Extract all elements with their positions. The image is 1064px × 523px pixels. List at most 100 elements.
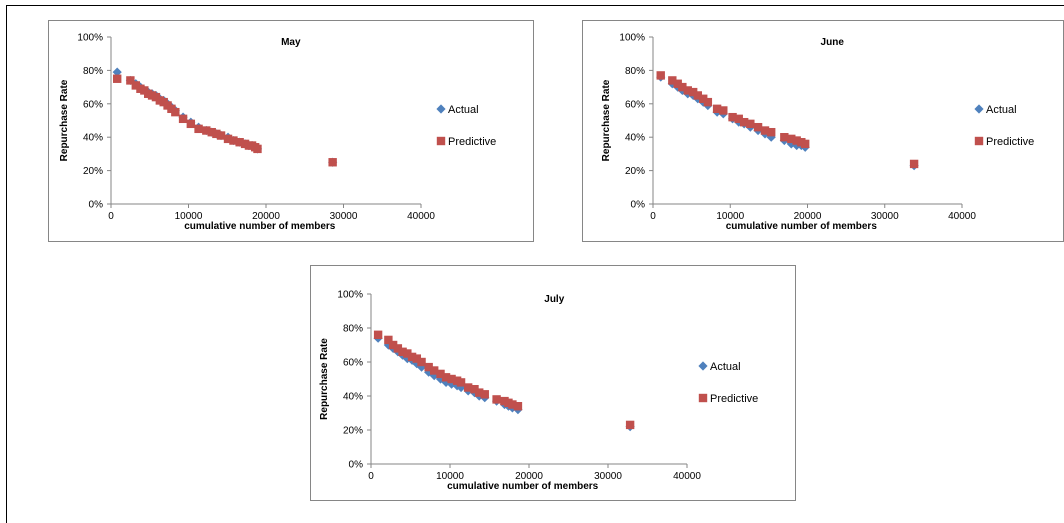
y-axis-label: Repurchase Rate (601, 79, 612, 161)
predictive-point (668, 76, 677, 85)
y-tick-label: 100% (337, 290, 363, 301)
legend-predictive-marker (698, 393, 708, 403)
predictive-point (384, 335, 393, 345)
chart-may: 0% 20% 40% 60% 80% 100% 0 10000 20000 30000 40000 M… (48, 20, 534, 242)
predictive-point (207, 127, 216, 137)
y-tick-label: 80% (343, 324, 363, 335)
predictive-point (800, 139, 810, 149)
predictive-point (403, 349, 412, 358)
y-tick-label: 40% (83, 133, 103, 144)
predictive-point (235, 138, 244, 147)
y-tick-label: 60% (343, 358, 363, 369)
predictive-point (398, 347, 407, 356)
page-frame (6, 5, 1064, 523)
chart-june: 0% 20% 40% 60% 80% 100% 0 10000 20000 30000 40000 J… (582, 20, 1064, 242)
predictive-point (625, 420, 635, 430)
predictive-point (424, 362, 433, 372)
y-axis-label: Repurchase Rate (319, 338, 330, 420)
legend-actual-label: Actual (448, 104, 479, 116)
y-tick-label: 20% (625, 166, 645, 177)
x-tick-label: 40000 (407, 211, 435, 222)
legend-actual-label: Actual (986, 104, 1017, 116)
legend-predictive-label: Predictive (710, 393, 758, 405)
legend-predictive-label: Predictive (448, 136, 496, 148)
predictive-point (253, 144, 262, 154)
predictive-point (388, 340, 398, 350)
chart-svg: 0% 20% 40% 60% 80% 100% 0 10000 20000 30000 40000 J… (601, 33, 1034, 233)
y-axis-label: Repurchase Rate (59, 79, 70, 161)
predictive-point (760, 126, 770, 135)
x-tick-label: 10000 (436, 471, 464, 482)
predictive-point (678, 82, 687, 92)
predictive-point (186, 119, 196, 129)
chart-title: May (281, 37, 301, 48)
predictive-point (113, 74, 122, 83)
predictive-point (412, 354, 422, 363)
y-tick-label: 80% (83, 66, 103, 77)
predictive-point (693, 91, 703, 100)
x-tick-label: 0 (108, 211, 114, 222)
predictive-point (909, 159, 919, 169)
predictive-point (480, 390, 489, 399)
predictive-point (223, 134, 233, 144)
y-tick-label: 20% (83, 166, 103, 177)
y-tick-label: 0% (631, 200, 646, 211)
y-tick-label: 20% (343, 426, 363, 437)
predictive-point (212, 129, 221, 139)
predictive-point (178, 114, 188, 124)
predictive-point (656, 71, 665, 80)
x-tick-label: 30000 (330, 211, 358, 222)
legend-predictive-marker (436, 136, 446, 146)
legend-actual-marker (436, 104, 446, 114)
predictive-point (430, 366, 439, 375)
predictive-point (417, 357, 426, 367)
x-tick-label: 20000 (794, 211, 822, 222)
legend-predictive-marker (974, 136, 984, 146)
predictive-point (131, 81, 140, 90)
legend-predictive-label: Predictive (986, 136, 1034, 148)
predictive-point (734, 114, 743, 124)
x-axis-label: cumulative number of members (184, 221, 336, 232)
y-tick-label: 0% (349, 460, 364, 471)
predictive-point (373, 330, 383, 339)
x-tick-label: 40000 (948, 211, 976, 222)
predictive-point (475, 388, 484, 397)
predictive-point (328, 158, 337, 167)
predictive-point (780, 133, 789, 142)
predictive-point (216, 131, 226, 140)
y-tick-label: 100% (619, 33, 645, 44)
predictive-point (739, 117, 749, 127)
predictive-point (393, 344, 403, 353)
predictive-point (202, 126, 211, 135)
predictive-point (492, 395, 501, 404)
x-tick-label: 30000 (871, 211, 899, 222)
legend-actual-marker (974, 104, 984, 114)
y-tick-label: 100% (77, 33, 103, 44)
predictive-point (463, 383, 473, 392)
predictive-point (171, 107, 180, 117)
predictive-point (683, 86, 692, 95)
x-axis-label: cumulative number of members (726, 221, 878, 232)
chart-svg: 0% 20% 40% 60% 80% 100% 0 10000 20000 30000 40000 M… (59, 33, 496, 233)
predictive-point (719, 106, 728, 115)
predictive-point (194, 124, 203, 134)
predictive-point (508, 400, 517, 409)
predictive-point (513, 402, 523, 411)
x-tick-label: 10000 (716, 211, 744, 222)
predictive-point (699, 94, 708, 103)
predictive-point (688, 87, 698, 97)
predictive-point (447, 374, 456, 384)
x-tick-label: 20000 (252, 211, 280, 222)
chart-title: June (821, 37, 845, 48)
y-tick-label: 80% (625, 66, 645, 77)
predictive-point (407, 352, 417, 362)
legend-actual-marker (698, 361, 708, 371)
legend-actual-label: Actual (710, 361, 741, 373)
predictive-point (787, 134, 796, 144)
x-tick-label: 40000 (673, 471, 701, 482)
predictive-point (766, 127, 776, 137)
y-tick-label: 40% (343, 392, 363, 403)
x-tick-label: 0 (368, 471, 374, 482)
x-tick-label: 30000 (594, 471, 622, 482)
actual-point (112, 67, 122, 77)
